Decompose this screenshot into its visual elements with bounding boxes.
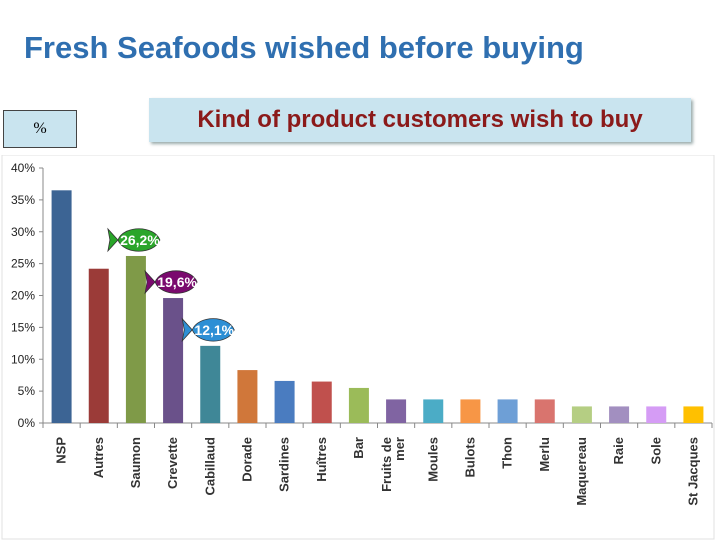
bar-moules: [423, 399, 444, 423]
fish-body: [191, 318, 235, 342]
x-tick-label: Fruits de: [379, 437, 394, 492]
y-tick-label: 25%: [11, 257, 35, 271]
x-tick-label: St Jacques: [685, 437, 700, 506]
callout-fish: 26,2%: [107, 227, 161, 253]
bar-maquereau: [571, 406, 592, 423]
chart-frame: [1, 155, 715, 540]
x-tick-label: Moules: [425, 437, 440, 482]
x-tick-label: Saumon: [128, 437, 143, 488]
y-tick-label: 5%: [18, 384, 36, 398]
x-tick-label: Autres: [91, 437, 106, 478]
slide-title: Fresh Seafoods wished before buying: [24, 30, 584, 65]
x-tick-label: Raie: [611, 437, 626, 464]
chart-subtitle: Kind of product customers wish to buy: [149, 98, 691, 142]
bar-sole: [646, 406, 667, 423]
y-tick-label: 10%: [11, 352, 35, 366]
x-tick-label: Huîtres: [314, 437, 329, 482]
bar-st-jacques: [683, 406, 704, 423]
bar-chart: 0% 5% 10% 15% 20% 25% 30% 35% 40% NSP Autres Saumon…: [1, 155, 715, 540]
bar-merlu: [534, 399, 555, 423]
x-tick-label: Dorade: [239, 437, 254, 482]
x-tick-label: Merlu: [537, 437, 552, 472]
y-tick-label: 35%: [11, 193, 35, 207]
y-tick-label: 20%: [11, 289, 35, 303]
y-tick-label: 40%: [11, 161, 35, 175]
fish-body: [154, 270, 198, 294]
bar-crevette: [163, 298, 184, 423]
callout-fish: 19,6%: [144, 269, 198, 295]
x-tick-label: Bulots: [462, 437, 477, 477]
unit-label: %: [3, 110, 77, 148]
y-tick-label: 0%: [18, 416, 36, 430]
bar-cabillaud: [200, 345, 221, 423]
x-tick-label: Crevette: [165, 437, 180, 489]
x-tick-label: Bar: [351, 437, 366, 459]
x-tick-label: mer: [392, 437, 407, 461]
bar-bar: [348, 387, 369, 423]
x-tick-label: Maquereau: [574, 437, 589, 506]
callout-label: 12,1%: [194, 322, 234, 338]
callout-label: 19,6%: [157, 274, 197, 290]
fish-body: [117, 228, 161, 252]
fish-tail: [181, 317, 193, 343]
bar-nsp: [51, 190, 72, 423]
y-tick-label: 30%: [11, 225, 35, 239]
bar-fruits-de-mer: [386, 399, 407, 423]
bar-thon: [497, 399, 518, 423]
bar-hu-tres: [311, 381, 332, 423]
y-tick-label: 15%: [11, 320, 35, 334]
bar-saumon: [125, 255, 146, 423]
x-tick-label: Sole: [648, 437, 663, 464]
fish-tail: [144, 269, 156, 295]
callout-label: 26,2%: [120, 232, 160, 248]
x-tick-label: Thon: [500, 437, 515, 469]
bar-bulots: [460, 399, 481, 423]
x-tick-label: Sardines: [277, 437, 292, 492]
bar-autres: [88, 268, 109, 423]
bar-sardines: [274, 380, 295, 423]
bar-dorade: [237, 370, 258, 423]
fish-tail: [107, 227, 119, 253]
x-tick-label: Cabillaud: [202, 437, 217, 496]
x-tick-label: NSP: [54, 437, 69, 464]
bar-raie: [609, 406, 630, 423]
callout-fish: 12,1%: [181, 317, 235, 343]
